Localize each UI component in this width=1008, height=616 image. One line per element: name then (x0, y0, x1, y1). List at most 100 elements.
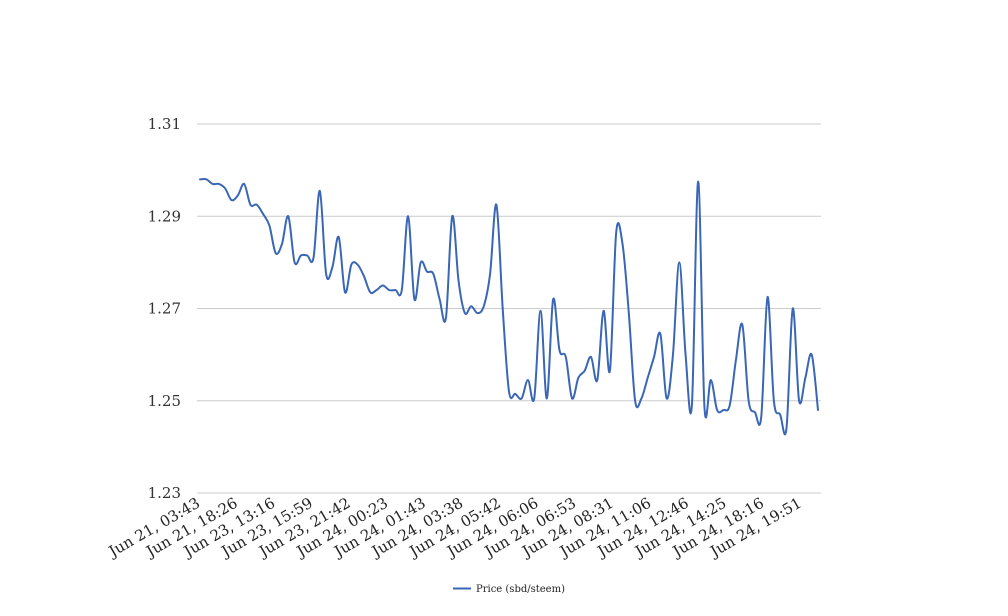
data-point (540, 310, 542, 312)
data-point (325, 273, 327, 275)
data-point (199, 178, 201, 180)
data-point (590, 356, 592, 358)
data-point (331, 266, 333, 268)
data-point (653, 356, 655, 358)
data-point (584, 370, 586, 372)
data-point (703, 407, 705, 409)
data-point (533, 397, 535, 399)
data-point (275, 252, 277, 254)
data-point (413, 298, 415, 300)
data-point (622, 243, 624, 245)
data-point (678, 261, 680, 263)
data-point (231, 199, 233, 201)
data-point (287, 215, 289, 217)
data-point (451, 215, 453, 217)
data-point (401, 289, 403, 291)
data-point (350, 264, 352, 266)
data-point (577, 377, 579, 379)
y-tick-label: 1.29 (148, 207, 181, 225)
data-point (779, 414, 781, 416)
series-line (199, 178, 819, 436)
data-point (552, 298, 554, 300)
data-point (407, 215, 409, 217)
data-point (426, 271, 428, 273)
data-point (741, 324, 743, 326)
data-point (666, 397, 668, 399)
data-point (565, 356, 567, 358)
data-point (558, 349, 560, 351)
data-point (634, 400, 636, 402)
data-point (464, 312, 466, 314)
data-point (710, 379, 712, 381)
data-point (224, 188, 226, 190)
legend-label: Price (sbd/steem) (476, 584, 565, 595)
data-point (521, 397, 523, 399)
data-point (792, 308, 794, 310)
data-point (376, 289, 378, 291)
data-point (514, 393, 516, 395)
data-point (249, 204, 251, 206)
data-point (300, 254, 302, 256)
y-tick-label: 1.23 (148, 484, 181, 502)
data-point (609, 370, 611, 372)
data-point (628, 312, 630, 314)
data-point (218, 183, 220, 185)
data-point (527, 379, 529, 381)
data-point (716, 409, 718, 411)
data-point (445, 317, 447, 319)
data-point (603, 310, 605, 312)
data-point (363, 275, 365, 277)
data-point (306, 254, 308, 256)
data-point (205, 178, 207, 180)
data-point (294, 261, 296, 263)
data-point (338, 236, 340, 238)
data-point (659, 333, 661, 335)
data-point (458, 280, 460, 282)
y-tick-label: 1.31 (148, 115, 181, 133)
data-point (262, 213, 264, 215)
data-point (489, 273, 491, 275)
data-point (313, 257, 315, 259)
data-point (476, 312, 478, 314)
data-point (691, 404, 693, 406)
data-point (432, 273, 434, 275)
data-point (344, 291, 346, 293)
data-point (420, 261, 422, 263)
data-point (798, 400, 800, 402)
y-tick-label: 1.27 (148, 300, 181, 318)
data-point (615, 231, 617, 233)
series-layer (199, 178, 819, 436)
data-point (647, 377, 649, 379)
data-point (811, 354, 813, 356)
data-point (502, 308, 504, 310)
data-point (243, 183, 245, 185)
data-point (735, 358, 737, 360)
data-point (382, 284, 384, 286)
data-point (767, 296, 769, 298)
data-point (785, 427, 787, 429)
data-point (508, 391, 510, 393)
data-point (754, 411, 756, 413)
data-point (748, 400, 750, 402)
data-point (237, 194, 239, 196)
data-point (640, 397, 642, 399)
data-point (817, 409, 819, 411)
data-point (697, 181, 699, 183)
data-point (357, 264, 359, 266)
gridlines (197, 123, 821, 494)
data-point (268, 224, 270, 226)
data-point (773, 400, 775, 402)
y-tick-label: 1.25 (148, 392, 181, 410)
data-point (722, 409, 724, 411)
data-point (672, 354, 674, 356)
legend: Price (sbd/steem) (453, 584, 565, 595)
data-point (256, 204, 258, 206)
data-point (212, 183, 214, 185)
data-point (369, 291, 371, 293)
data-point (685, 354, 687, 356)
data-point (439, 298, 441, 300)
data-point (546, 397, 548, 399)
data-point (281, 243, 283, 245)
